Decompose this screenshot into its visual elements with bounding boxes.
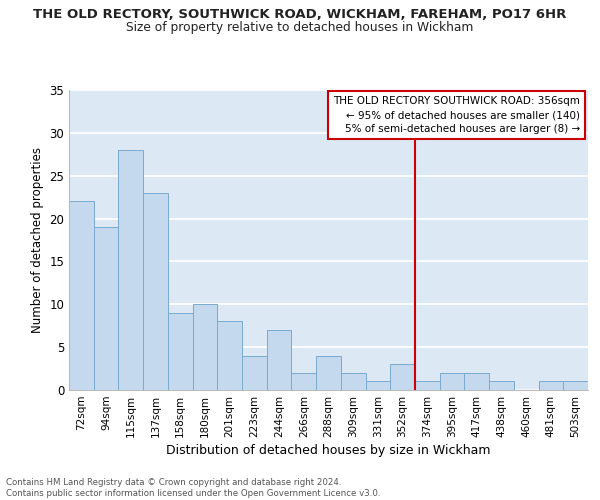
Bar <box>292 373 316 390</box>
Text: THE OLD RECTORY, SOUTHWICK ROAD, WICKHAM, FAREHAM, PO17 6HR: THE OLD RECTORY, SOUTHWICK ROAD, WICKHAM… <box>34 8 566 20</box>
Y-axis label: Number of detached properties: Number of detached properties <box>31 147 44 333</box>
Bar <box>143 193 168 390</box>
Bar <box>242 356 267 390</box>
Text: Contains HM Land Registry data © Crown copyright and database right 2024.
Contai: Contains HM Land Registry data © Crown c… <box>6 478 380 498</box>
Text: THE OLD RECTORY SOUTHWICK ROAD: 356sqm
← 95% of detached houses are smaller (140: THE OLD RECTORY SOUTHWICK ROAD: 356sqm ←… <box>334 96 580 134</box>
Bar <box>539 382 563 390</box>
Bar <box>168 313 193 390</box>
Bar <box>415 382 440 390</box>
Bar <box>489 382 514 390</box>
Bar <box>94 227 118 390</box>
Bar <box>365 382 390 390</box>
Bar <box>440 373 464 390</box>
Bar <box>193 304 217 390</box>
Bar <box>118 150 143 390</box>
Bar <box>563 382 588 390</box>
Bar <box>69 202 94 390</box>
Text: Size of property relative to detached houses in Wickham: Size of property relative to detached ho… <box>127 21 473 34</box>
Bar <box>464 373 489 390</box>
Bar <box>267 330 292 390</box>
X-axis label: Distribution of detached houses by size in Wickham: Distribution of detached houses by size … <box>166 444 491 457</box>
Bar <box>341 373 365 390</box>
Bar <box>217 322 242 390</box>
Bar <box>316 356 341 390</box>
Bar <box>390 364 415 390</box>
